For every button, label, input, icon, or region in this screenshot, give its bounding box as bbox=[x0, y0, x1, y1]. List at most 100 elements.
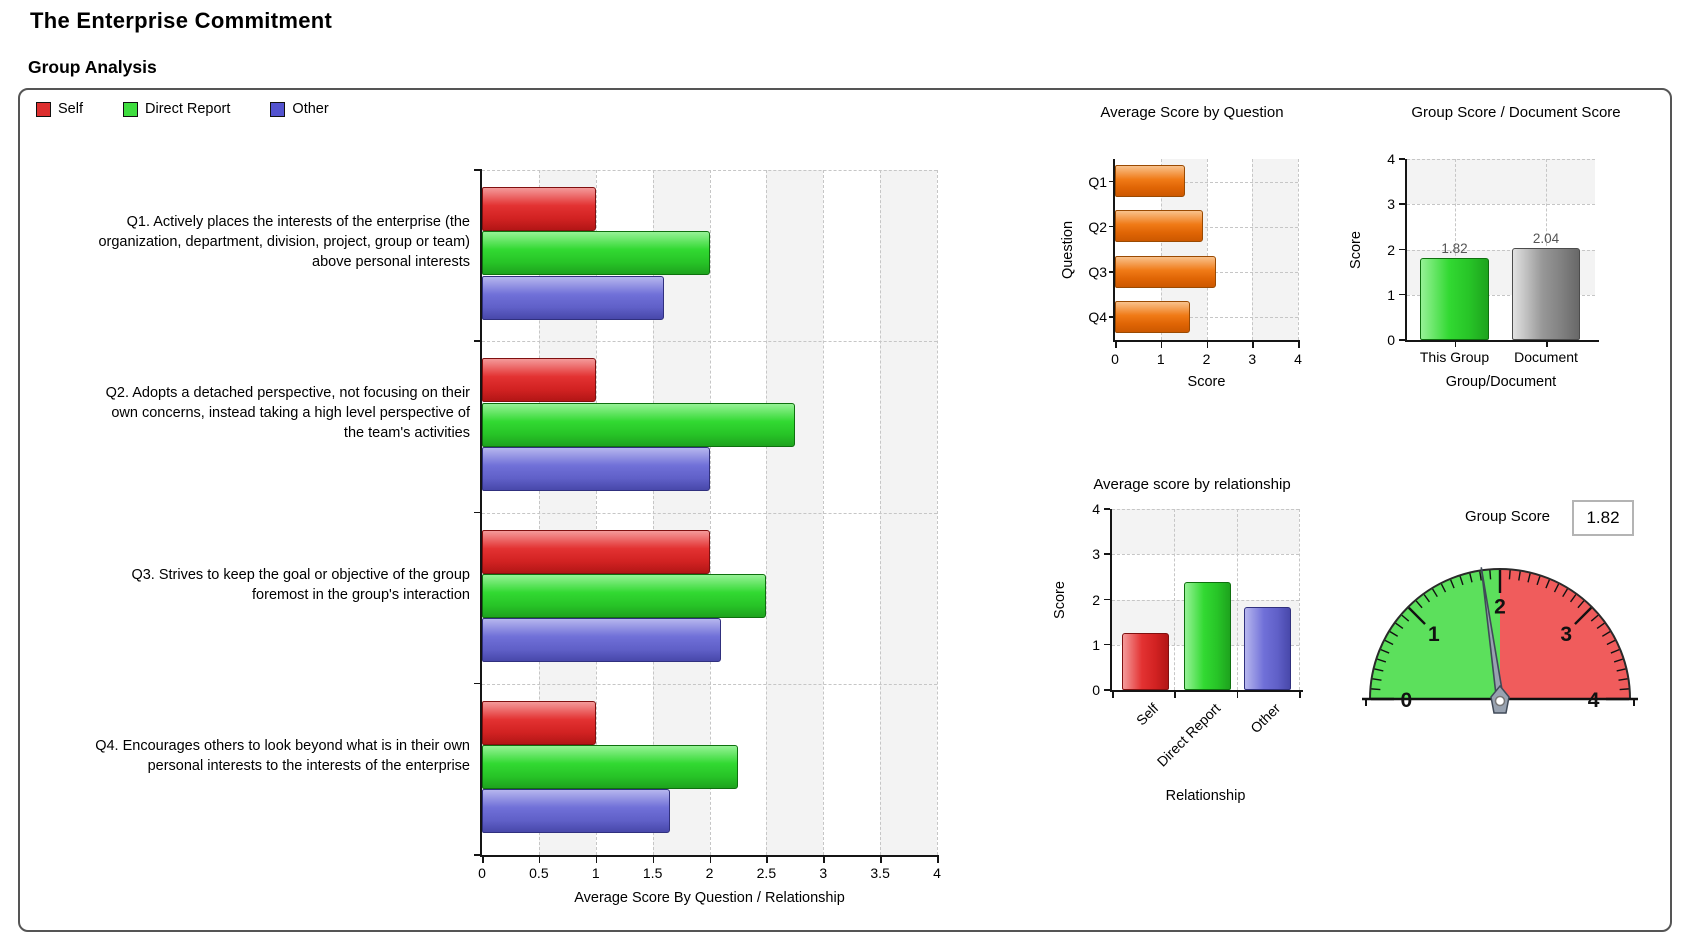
chart-title: Average score by relationship bbox=[1093, 476, 1291, 493]
y-tick-label: Q4 bbox=[1088, 309, 1107, 326]
x-axis-tick bbox=[880, 857, 882, 863]
x-axis-tick bbox=[595, 857, 598, 863]
group-analysis-panel: Self Direct Report Other Q1. Actively place… bbox=[18, 88, 1672, 932]
gauge-major-tick bbox=[1407, 606, 1426, 625]
plot-band bbox=[1407, 159, 1595, 205]
category-label-q2: Q2. Adopts a detached perspective, not f… bbox=[40, 353, 470, 473]
x-axis-tick bbox=[1298, 692, 1301, 698]
category-label-line: own concerns, instead taking a high leve… bbox=[111, 405, 470, 422]
bar-document bbox=[1512, 247, 1580, 340]
x-tick-label: 0 bbox=[478, 865, 486, 881]
legend-item-label: Other bbox=[292, 101, 329, 117]
avg-score-by-question-relationship-chart: Q1. Actively places the interests of the… bbox=[20, 90, 1670, 930]
gauge-segment-0 bbox=[1370, 569, 1500, 699]
x-axis-tick bbox=[1115, 342, 1117, 348]
category-label-line: above personal interests bbox=[312, 254, 470, 270]
bar-other-q2 bbox=[482, 446, 710, 491]
gauge-minor-tick bbox=[1440, 583, 1447, 593]
bar-self-q3 bbox=[482, 529, 710, 574]
bar-other-q3 bbox=[482, 618, 721, 663]
chart-title: Group Score / Document Score bbox=[1411, 104, 1621, 121]
category-label-line: personal interests to the interests of t… bbox=[147, 757, 470, 774]
section-title: Group Analysis bbox=[28, 57, 157, 77]
group-score-document-score-chart: Group Score / Document Score 1.82 This Gro… bbox=[20, 90, 1670, 930]
bar-direct-report-q4 bbox=[482, 745, 738, 790]
x-axis-tick bbox=[1160, 342, 1163, 348]
y-axis-line bbox=[1113, 159, 1115, 342]
gauge-minor-tick bbox=[1377, 658, 1387, 663]
y-axis-tick bbox=[1399, 293, 1405, 296]
bar-direct-report-q3 bbox=[482, 573, 767, 618]
gauge-tick-label: 1 bbox=[1428, 623, 1440, 646]
legend-item-direct-report: Direct Report bbox=[123, 101, 230, 117]
gridline-horizontal bbox=[1112, 509, 1299, 510]
x-axis-line bbox=[1110, 690, 1303, 692]
gauge-minor-tick bbox=[1395, 622, 1404, 630]
category-label-line: foremost in the group's interaction bbox=[252, 586, 470, 603]
gauge-minor-tick bbox=[1469, 573, 1473, 583]
y-axis-tick bbox=[1104, 598, 1110, 601]
gauge-minor-tick bbox=[1616, 668, 1626, 672]
plot-band bbox=[1112, 509, 1299, 555]
gauge-tick-label: 0 bbox=[1401, 689, 1413, 712]
bar-other bbox=[1244, 606, 1291, 690]
x-tick-label: Document bbox=[1514, 349, 1578, 365]
bar-value-label: 2.04 bbox=[1532, 230, 1560, 246]
gauge-minor-tick bbox=[1423, 594, 1431, 603]
group-score-gauge: 0 1 2 3 4 bbox=[1362, 567, 1638, 714]
category-label-line: Q4. Encourages others to look beyond wha… bbox=[95, 737, 470, 754]
category-label-q1: Q1. Actively places the interests of the… bbox=[40, 182, 470, 302]
y-axis-line bbox=[1110, 509, 1112, 692]
x-tick-label: 4 bbox=[933, 865, 941, 881]
y-axis-title: Score bbox=[1052, 581, 1068, 619]
y-tick-label: 4 bbox=[1092, 501, 1100, 517]
x-axis-tick bbox=[1206, 342, 1209, 348]
gauge-tick-label: 2 bbox=[1494, 595, 1506, 618]
chart-title: Average Score by Question bbox=[1100, 104, 1284, 121]
y-axis-tick bbox=[1104, 643, 1110, 646]
y-tick-label: Q3 bbox=[1088, 264, 1107, 281]
bar-other-q4 bbox=[482, 789, 670, 834]
y-axis-tick bbox=[1109, 316, 1115, 318]
gridline-horizontal bbox=[1407, 294, 1595, 296]
gauge-minor-tick bbox=[1618, 678, 1628, 681]
y-tick-label: 1 bbox=[1387, 286, 1395, 303]
category-label-line: Q1. Actively places the interests of the… bbox=[126, 214, 470, 230]
gauge-pivot-dot bbox=[1494, 695, 1506, 707]
x-axis-tick bbox=[1174, 692, 1176, 698]
avg-score-by-question-chart: Average Score by Question Q1 Q2 Q3 Q4 0 1 2 3 4 Sc… bbox=[20, 90, 1670, 930]
gauge-minor-tick bbox=[1415, 600, 1423, 609]
gauge-minor-tick bbox=[1545, 579, 1551, 589]
gauge-title: Group Score bbox=[1464, 508, 1550, 525]
gauge-minor-tick bbox=[1384, 639, 1394, 646]
x-tick-label: This Group bbox=[1419, 349, 1490, 365]
y-axis-tick bbox=[1104, 689, 1110, 691]
x-tick-label: 2.5 bbox=[756, 865, 777, 881]
gridline-horizontal bbox=[1115, 317, 1298, 319]
x-tick-label: 0.5 bbox=[529, 865, 549, 881]
gridline-horizontal bbox=[1115, 181, 1298, 183]
y-axis-tick bbox=[1104, 508, 1110, 510]
x-tick-label: 4 bbox=[1294, 351, 1302, 367]
x-axis-title: Average Score By Question / Relationship bbox=[574, 890, 845, 906]
y-tick-label: 4 bbox=[1387, 151, 1395, 167]
y-axis-line bbox=[480, 170, 482, 855]
x-tick-label: 1 bbox=[591, 865, 600, 881]
bar-self bbox=[1122, 633, 1169, 690]
gridline-horizontal bbox=[1407, 249, 1595, 251]
legend-item-self: Self bbox=[36, 101, 83, 117]
page-title: The Enterprise Commitment bbox=[30, 8, 333, 33]
y-axis-tick bbox=[474, 340, 482, 342]
bar-this-group bbox=[1420, 257, 1489, 340]
x-axis-tick bbox=[482, 857, 484, 863]
y-axis-tick bbox=[1109, 271, 1115, 273]
y-axis-line bbox=[1405, 159, 1407, 342]
gridline-horizontal bbox=[482, 170, 937, 171]
group-score-value-box: 1.82 bbox=[1572, 500, 1634, 536]
y-tick-label: 1 bbox=[1092, 636, 1100, 653]
x-axis-tick bbox=[1298, 342, 1300, 348]
gauge-tick-label: 4 bbox=[1588, 689, 1600, 712]
gridline-vertical bbox=[1252, 159, 1254, 340]
gauge-minor-tick bbox=[1372, 678, 1382, 681]
y-axis-tick bbox=[1399, 248, 1405, 251]
